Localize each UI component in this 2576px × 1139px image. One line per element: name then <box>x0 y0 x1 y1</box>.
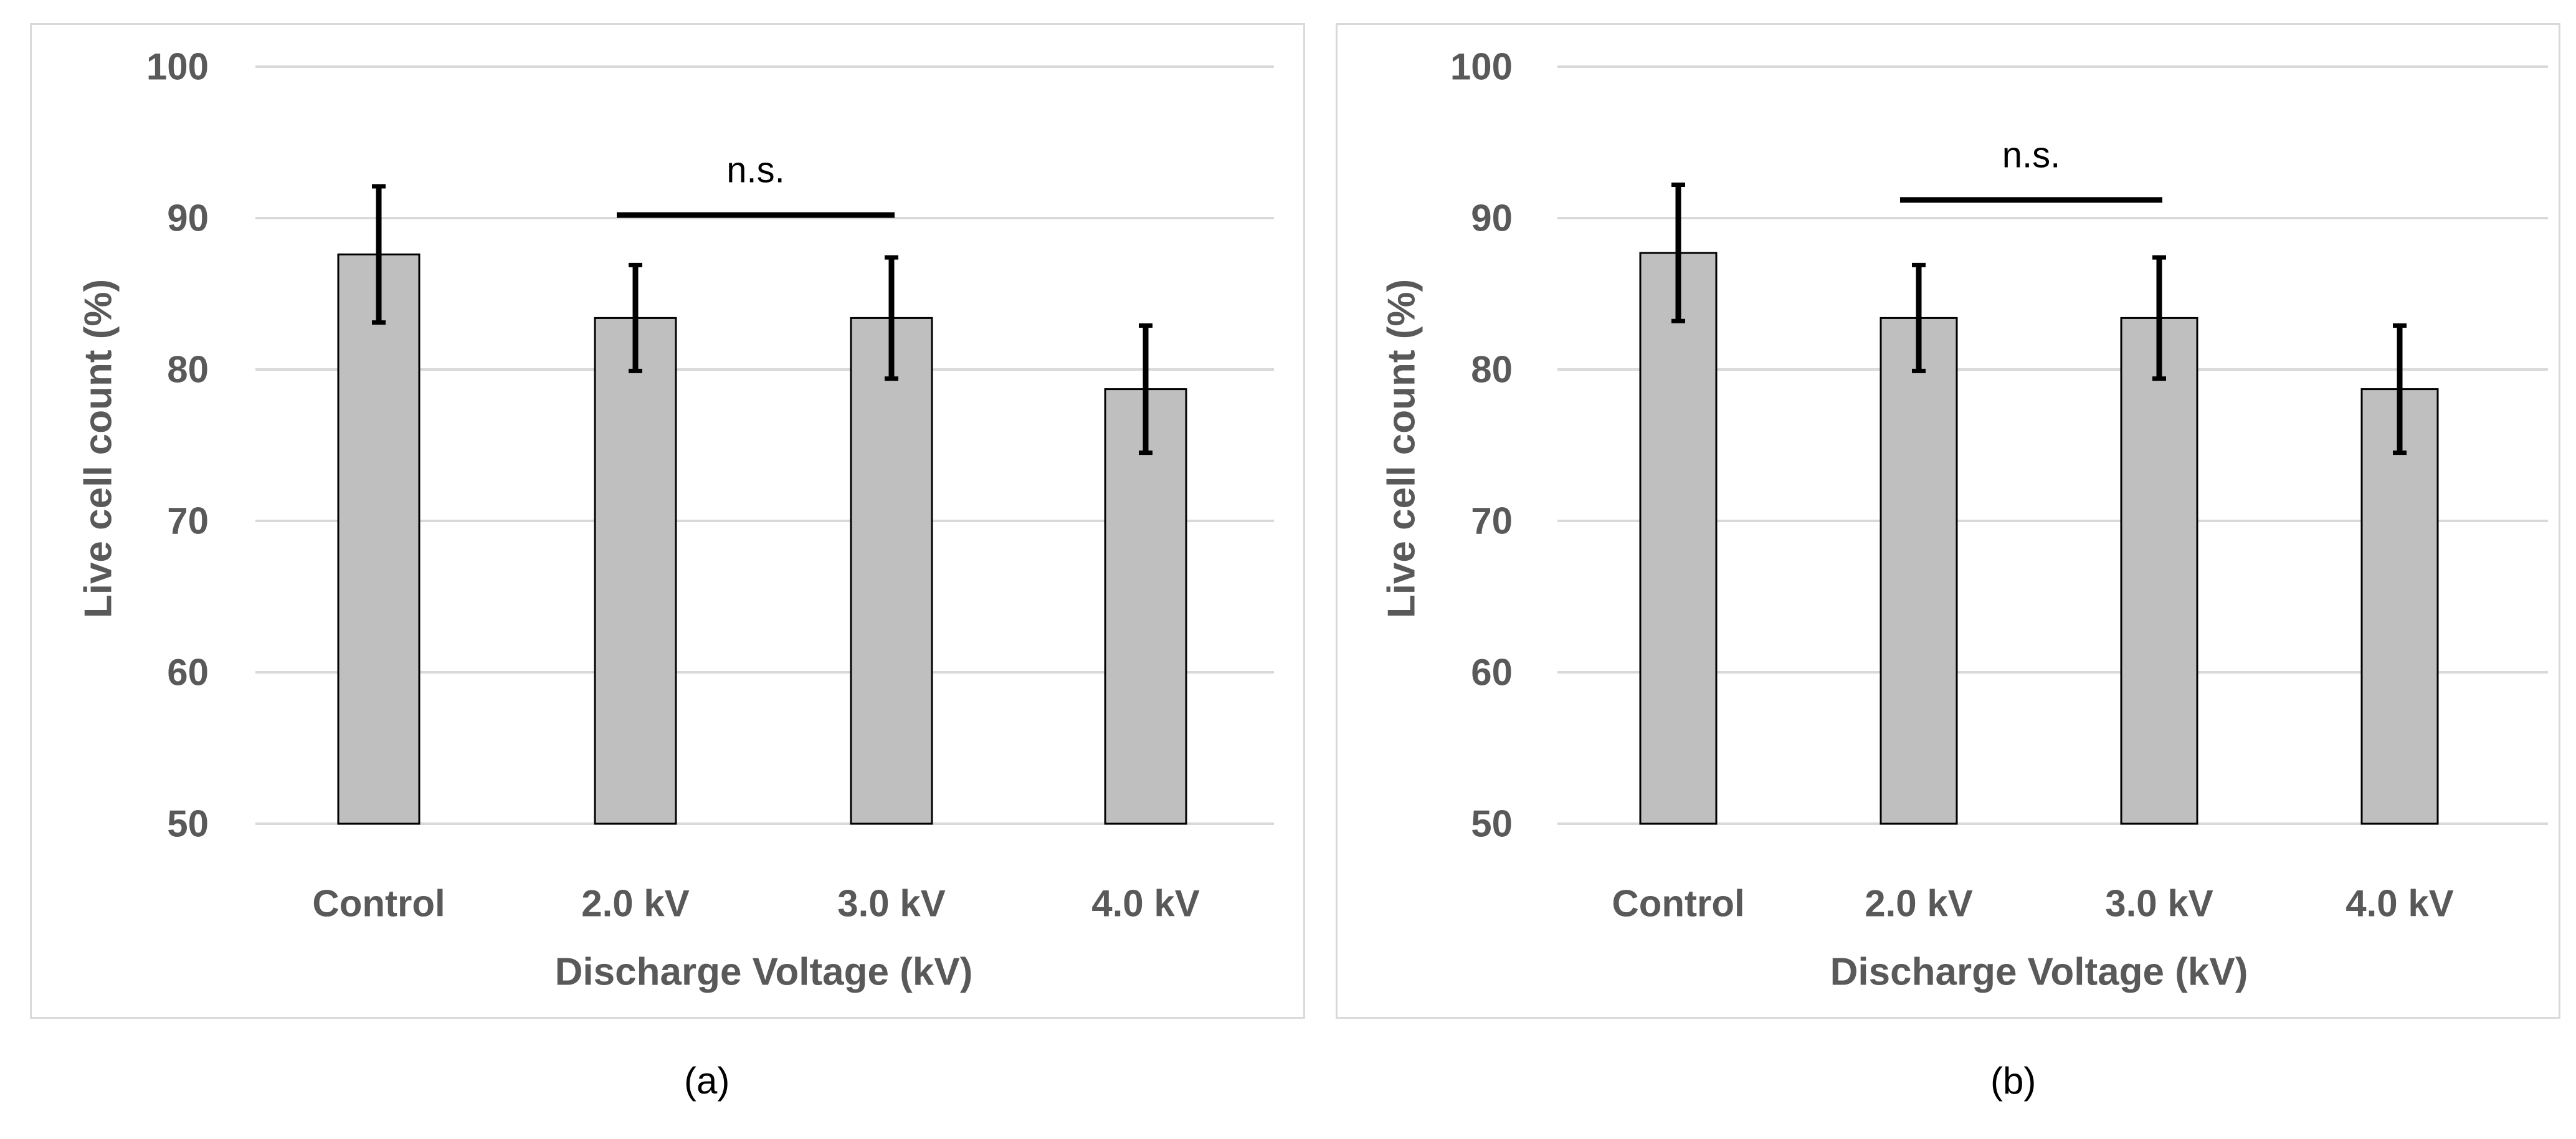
bar-1-3 <box>2360 388 2439 825</box>
category-label-0-2: 3.0 kV <box>837 883 945 925</box>
category-label-1-0: Control <box>1612 883 1744 925</box>
bar-0-3 <box>1104 388 1187 825</box>
caption-a: (a) <box>684 1060 730 1102</box>
y-tick-label-1-5: 100 <box>1450 46 1513 88</box>
category-label-0-3: 4.0 kV <box>1091 883 1199 925</box>
y-tick-label-0-2: 70 <box>167 500 209 542</box>
significance-label-0: n.s. <box>726 150 785 191</box>
bar-0-2 <box>850 317 933 825</box>
y-tick-label-0-5: 100 <box>146 46 209 88</box>
category-label-1-1: 2.0 kV <box>1865 883 1972 925</box>
category-label-0-1: 2.0 kV <box>581 883 689 925</box>
y-tick-label-0-3: 80 <box>167 349 209 391</box>
y-axis-title-1: Live cell count (%) <box>1381 279 1423 618</box>
caption-b: (b) <box>1990 1060 2037 1102</box>
category-label-0-0: Control <box>312 883 445 925</box>
y-tick-label-0-1: 60 <box>167 652 209 693</box>
bar-1-1 <box>1880 317 1958 825</box>
significance-label-1: n.s. <box>2002 135 2061 175</box>
bar-0-1 <box>594 317 677 825</box>
y-tick-label-1-1: 60 <box>1471 652 1513 693</box>
category-label-1-3: 4.0 kV <box>2345 883 2453 925</box>
y-tick-label-1-0: 50 <box>1471 803 1513 845</box>
bar-1-2 <box>2120 317 2198 825</box>
x-axis-title-1: Discharge Voltage (kV) <box>1830 951 2248 994</box>
category-label-1-2: 3.0 kV <box>2105 883 2213 925</box>
x-axis-title-0: Discharge Voltage (kV) <box>555 951 973 994</box>
bar-1-0 <box>1639 252 1718 825</box>
y-tick-label-1-4: 90 <box>1471 198 1513 239</box>
y-tick-label-0-4: 90 <box>167 198 209 239</box>
bar-0-0 <box>337 253 421 825</box>
y-tick-label-1-2: 70 <box>1471 500 1513 542</box>
y-tick-label-0-0: 50 <box>167 803 209 845</box>
y-tick-label-1-3: 80 <box>1471 349 1513 391</box>
y-axis-title-0: Live cell count (%) <box>77 279 120 618</box>
